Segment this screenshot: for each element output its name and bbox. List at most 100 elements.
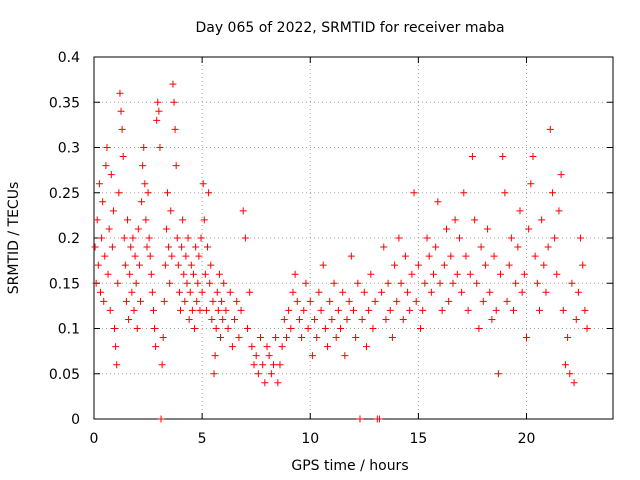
data-point xyxy=(287,325,295,332)
data-point xyxy=(132,279,140,287)
data-point xyxy=(160,297,168,305)
data-point xyxy=(233,297,241,305)
plot-frame xyxy=(93,56,614,420)
data-point xyxy=(553,270,561,278)
data-point xyxy=(531,252,539,260)
x-tick-label: 15 xyxy=(409,431,427,447)
data-point xyxy=(197,234,205,242)
data-point xyxy=(118,125,126,133)
data-point xyxy=(282,334,290,342)
data-point xyxy=(432,243,440,251)
data-point xyxy=(101,252,109,260)
data-point xyxy=(490,252,498,260)
data-point xyxy=(302,279,310,287)
data-point xyxy=(165,243,173,251)
data-point xyxy=(177,306,184,314)
y-tick-label: 0.05 xyxy=(49,367,80,383)
data-point xyxy=(248,343,256,351)
data-point xyxy=(577,234,585,242)
data-point xyxy=(542,288,550,296)
data-point xyxy=(153,116,161,124)
data-point xyxy=(129,234,137,242)
data-point xyxy=(121,261,129,269)
data-point xyxy=(466,270,474,278)
data-point xyxy=(350,306,357,314)
data-point xyxy=(306,297,314,305)
data-point xyxy=(209,297,217,305)
data-point xyxy=(497,270,505,278)
data-point xyxy=(168,252,176,260)
y-tick-label: 0.2 xyxy=(58,231,80,247)
data-point xyxy=(464,306,472,314)
data-point xyxy=(540,261,548,269)
data-point xyxy=(145,234,153,242)
data-point xyxy=(250,361,258,369)
data-point xyxy=(520,270,528,278)
data-point xyxy=(369,325,377,332)
data-point xyxy=(135,261,143,269)
data-point xyxy=(171,125,179,133)
data-point xyxy=(499,153,507,161)
data-point xyxy=(354,279,362,287)
data-point xyxy=(202,306,210,314)
data-point xyxy=(122,297,130,305)
data-point xyxy=(143,243,151,251)
data-point xyxy=(341,352,349,360)
data-point xyxy=(304,325,312,332)
data-point xyxy=(317,306,325,314)
data-point xyxy=(360,288,368,296)
data-point xyxy=(219,315,227,323)
data-point xyxy=(460,189,468,197)
data-point xyxy=(184,234,192,242)
data-point xyxy=(272,334,280,342)
x-tick-label: 20 xyxy=(518,431,536,447)
data-point xyxy=(140,144,148,151)
data-point xyxy=(144,189,152,197)
data-point xyxy=(278,343,286,351)
data-point xyxy=(445,297,453,305)
data-point xyxy=(514,243,522,251)
data-point xyxy=(404,288,412,296)
data-point xyxy=(157,415,165,423)
data-point xyxy=(384,279,392,287)
data-point xyxy=(106,306,114,314)
y-tick-label: 0.15 xyxy=(49,276,80,292)
data-point xyxy=(218,297,226,305)
data-point xyxy=(167,207,175,215)
data-point xyxy=(395,234,403,242)
data-point xyxy=(412,297,420,305)
data-point xyxy=(477,243,485,251)
data-point xyxy=(175,288,183,296)
data-point xyxy=(244,325,252,332)
data-point xyxy=(235,334,243,342)
data-point xyxy=(257,334,265,342)
data-point xyxy=(201,270,209,278)
data-point xyxy=(169,80,177,88)
data-point xyxy=(442,225,450,233)
data-point xyxy=(391,261,399,269)
data-point xyxy=(112,343,120,351)
data-point xyxy=(124,216,132,224)
data-point xyxy=(473,279,481,287)
data-point xyxy=(479,297,487,305)
data-point xyxy=(265,352,273,360)
data-point xyxy=(237,306,245,314)
data-point xyxy=(138,198,146,206)
data-point xyxy=(436,279,444,287)
data-point xyxy=(181,297,189,305)
data-point xyxy=(358,315,366,323)
data-point xyxy=(375,415,383,423)
data-point xyxy=(263,343,271,351)
data-point xyxy=(332,334,340,342)
data-point xyxy=(291,270,299,278)
data-point xyxy=(462,252,470,260)
data-point xyxy=(399,315,407,323)
data-point xyxy=(293,297,301,305)
axis-ticks: 0 0.05 0.1 0.15 0.2 0.25 0.3 0.35 0.4 0 5 10 15 20 xyxy=(49,50,613,447)
data-point xyxy=(481,261,489,269)
data-point xyxy=(274,379,282,387)
data-point xyxy=(378,288,386,296)
data-point xyxy=(161,261,169,269)
data-point xyxy=(172,162,180,170)
data-point xyxy=(152,343,160,351)
